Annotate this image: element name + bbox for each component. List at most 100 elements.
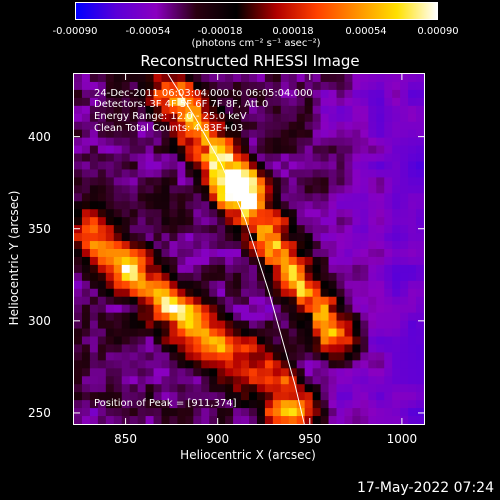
- heatmap-cell: [368, 400, 377, 409]
- heatmap-cell: [416, 320, 424, 330]
- heatmap-cell: [344, 161, 353, 171]
- heatmap-cell: [193, 392, 202, 401]
- heatmap-cell: [256, 328, 266, 338]
- heatmap-cell: [129, 89, 139, 99]
- heatmap-cell: [241, 193, 250, 202]
- heatmap-cell: [288, 177, 298, 186]
- heatmap-cell: [161, 97, 171, 107]
- heatmap-cell: [249, 360, 258, 369]
- heatmap-cell: [416, 400, 424, 409]
- heatmap-cell: [368, 392, 377, 401]
- heatmap-cell: [264, 145, 274, 155]
- heatmap-cell: [113, 304, 123, 314]
- heatmap-cell: [169, 137, 178, 147]
- heatmap-cell: [384, 296, 393, 306]
- heatmap-cell: [129, 304, 139, 314]
- heatmap-cell: [137, 169, 147, 178]
- heatmap-cell: [89, 249, 99, 258]
- heatmap-cell: [129, 312, 139, 322]
- heatmap-cell: [272, 400, 282, 409]
- heatmap-cell: [89, 161, 99, 171]
- heatmap-cell: [121, 280, 131, 290]
- heatmap-cell: [288, 249, 298, 258]
- heatmap-cell: [241, 217, 250, 226]
- heatmap-cell: [105, 336, 115, 346]
- heatmap-cell: [360, 241, 369, 250]
- heatmap-cell: [408, 225, 417, 234]
- heatmap-cell: [416, 256, 424, 266]
- heatmap-cell: [288, 296, 298, 306]
- heatmap-cell: [153, 336, 163, 346]
- heatmap-cell: [225, 97, 234, 107]
- heatmap-cell: [161, 312, 171, 322]
- heatmap-cell: [384, 169, 393, 178]
- heatmap-cell: [320, 201, 330, 210]
- heatmap-cell: [209, 225, 218, 234]
- heatmap-cell: [296, 153, 306, 163]
- heatmap-cell: [304, 145, 314, 155]
- heatmap-cell: [288, 312, 298, 322]
- heatmap-cell: [392, 177, 401, 186]
- heatmap-cell: [121, 368, 131, 377]
- heatmap-cell: [185, 113, 194, 123]
- heatmap-cell: [177, 209, 186, 218]
- heatmap-cell: [153, 392, 163, 401]
- heatmap-cell: [233, 233, 242, 242]
- heatmap-cell: [113, 105, 123, 115]
- heatmap-cell: [97, 249, 107, 258]
- heatmap-cell: [169, 400, 178, 409]
- heatmap-cell: [177, 225, 186, 234]
- heatmap-cell: [400, 225, 409, 234]
- heatmap-cell: [129, 296, 139, 306]
- heatmap-cell: [408, 272, 417, 282]
- heatmap-cell: [344, 288, 353, 298]
- heatmap-cell: [344, 201, 353, 210]
- heatmap-cell: [161, 344, 171, 353]
- heatmap-cell: [336, 400, 346, 409]
- heatmap-cell: [233, 105, 242, 115]
- heatmap-cell: [249, 129, 258, 139]
- heatmap-cell: [145, 400, 155, 409]
- heatmap-cell: [105, 288, 115, 298]
- heatmap-cell: [105, 89, 115, 99]
- heatmap-cell: [416, 74, 424, 83]
- heatmap-cell: [408, 137, 417, 147]
- heatmap-cell: [320, 209, 330, 218]
- heatmap-cell: [185, 145, 194, 155]
- heatmap-cell: [105, 74, 115, 83]
- heatmap-cell: [304, 288, 314, 298]
- heatmap-cell: [89, 81, 99, 91]
- heatmap-cell: [241, 296, 250, 306]
- heatmap-cell: [153, 352, 163, 361]
- heatmap-cell: [352, 137, 361, 147]
- heatmap-cell: [241, 400, 250, 409]
- heatmap-cell: [145, 201, 155, 210]
- heatmap-cell: [201, 121, 210, 131]
- heatmap-cell: [376, 177, 385, 186]
- heatmap-cell: [129, 352, 139, 361]
- heatmap-cell: [416, 233, 424, 242]
- heatmap-cell: [384, 137, 393, 147]
- heatmap-cell: [105, 193, 115, 202]
- heatmap-cell: [416, 328, 424, 338]
- heatmap-cell: [89, 177, 99, 186]
- heatmap-cell: [217, 312, 226, 322]
- heatmap-cell: [74, 288, 83, 298]
- heatmap-cell: [161, 161, 171, 171]
- heatmap-cell: [368, 121, 377, 131]
- heatmap-cell: [352, 384, 361, 393]
- heatmap-cell: [249, 368, 258, 377]
- heatmap-cell: [177, 249, 186, 258]
- heatmap-cell: [304, 81, 314, 91]
- heatmap-cell: [376, 145, 385, 155]
- heatmap-cell: [153, 416, 163, 424]
- heatmap-cell: [288, 169, 298, 178]
- heatmap-cell: [280, 209, 290, 218]
- heatmap-cell: [113, 272, 123, 282]
- heatmap-cell: [217, 185, 226, 194]
- heatmap-cell: [352, 304, 361, 314]
- heatmap-cell: [408, 304, 417, 314]
- heatmap-cell: [105, 209, 115, 218]
- heatmap-cell: [392, 256, 401, 266]
- heatmap-cell: [392, 81, 401, 91]
